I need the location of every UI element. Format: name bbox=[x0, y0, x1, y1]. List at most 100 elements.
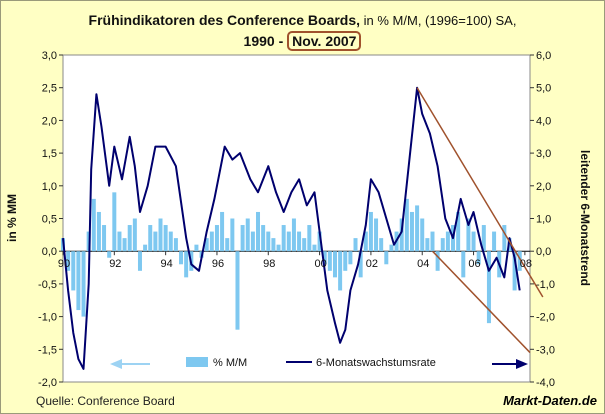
y-tick-label: 0,0 bbox=[42, 246, 57, 258]
bar bbox=[127, 225, 132, 252]
bar bbox=[291, 218, 296, 252]
y-ticks-left: 3,0 2,5 2,0 1,5 1,0 0,5 0,0 -0,5 -1,0 -1,5 -2,0 bbox=[38, 50, 63, 389]
bar bbox=[76, 251, 81, 311]
x-tick-label: 92 bbox=[109, 258, 121, 270]
x-tick-label: 94 bbox=[161, 258, 173, 270]
bar bbox=[420, 218, 425, 252]
bar bbox=[492, 231, 497, 252]
legend-bar-label: % M/M bbox=[213, 357, 247, 369]
bar bbox=[435, 251, 440, 271]
bar bbox=[112, 192, 117, 252]
y-tick-label: -2,0 bbox=[38, 377, 57, 389]
title-highlight: Nov. 2007 bbox=[287, 31, 362, 51]
bar bbox=[466, 218, 471, 252]
bar bbox=[327, 251, 332, 271]
bar bbox=[179, 251, 184, 265]
y2-tick-label: -2,0 bbox=[536, 312, 555, 324]
bar bbox=[225, 238, 230, 252]
y2-tick-label: 5,0 bbox=[536, 83, 551, 95]
bar bbox=[256, 211, 261, 252]
x-tick-label: 08 bbox=[520, 258, 532, 270]
x-tick-label: 00 bbox=[314, 258, 326, 270]
bar bbox=[220, 211, 225, 252]
bar bbox=[440, 238, 445, 252]
y-axis-label: in % MM bbox=[5, 194, 19, 242]
bar bbox=[343, 251, 348, 271]
bar bbox=[66, 251, 71, 271]
bar bbox=[117, 231, 122, 252]
bar bbox=[430, 231, 435, 252]
bar bbox=[71, 251, 76, 291]
y-tick-label: 1,5 bbox=[42, 148, 57, 160]
bar bbox=[312, 244, 317, 252]
y2-tick-label: -1,0 bbox=[536, 279, 555, 291]
bar bbox=[230, 218, 235, 252]
bar bbox=[209, 231, 214, 252]
bar bbox=[363, 231, 368, 252]
bar bbox=[445, 231, 450, 252]
x-tick-label: 98 bbox=[263, 258, 275, 270]
title-line2: 1990 - bbox=[243, 33, 288, 49]
y2-tick-label: 0,0 bbox=[536, 246, 551, 258]
chart-title: Frühindikatoren des Conference Boards, i… bbox=[0, 10, 605, 52]
bar bbox=[399, 218, 404, 252]
x-tick-label: 06 bbox=[468, 258, 480, 270]
y-tick-label: -0,5 bbox=[38, 279, 57, 291]
bar bbox=[338, 251, 343, 291]
bar bbox=[148, 225, 153, 252]
y2-tick-label: 3,0 bbox=[536, 148, 551, 160]
bar bbox=[250, 231, 255, 252]
bar bbox=[261, 225, 266, 252]
y-tick-label: -1,0 bbox=[38, 312, 57, 324]
bar bbox=[240, 225, 245, 252]
bar bbox=[409, 211, 414, 252]
bar bbox=[214, 225, 219, 252]
bar bbox=[425, 238, 430, 252]
bar bbox=[281, 225, 286, 252]
bar bbox=[486, 251, 491, 324]
bar bbox=[204, 238, 209, 252]
bar bbox=[168, 231, 173, 252]
title-rest: in % M/M, (1996=100) SA, bbox=[360, 13, 517, 28]
legend-line-label: 6-Monatswachstumsrate bbox=[316, 357, 436, 369]
bar bbox=[348, 251, 353, 265]
bar bbox=[173, 238, 178, 252]
y-tick-label: 3,0 bbox=[42, 50, 57, 62]
bar bbox=[502, 225, 507, 252]
bar bbox=[266, 231, 271, 252]
title-bold: Frühindikatoren des Conference Boards, bbox=[88, 12, 361, 28]
legend: % M/M 6-Monatswachstumsrate bbox=[110, 357, 528, 369]
y-ticks-right: 6,0 5,0 4,0 3,0 2,0 1,0 0,0 -1,0 -2,0 -3,0 -4,0 bbox=[530, 50, 555, 389]
bar bbox=[276, 244, 281, 252]
bar bbox=[415, 205, 420, 252]
bar bbox=[476, 251, 481, 265]
source-note: Quelle: Conference Board bbox=[36, 394, 175, 408]
y2-tick-label: -4,0 bbox=[536, 377, 555, 389]
bar bbox=[404, 198, 409, 252]
bar bbox=[194, 244, 199, 252]
y2-tick-label: 2,0 bbox=[536, 181, 551, 193]
x-ticks: 90 92 94 96 98 00 02 04 06 08 bbox=[58, 251, 532, 270]
bar bbox=[358, 251, 363, 278]
brand-logo: Markt-Daten.de bbox=[503, 393, 597, 408]
bar bbox=[317, 231, 322, 252]
y2-tick-label: 4,0 bbox=[536, 115, 551, 127]
bar bbox=[235, 251, 240, 330]
bar bbox=[379, 238, 384, 252]
trend-layer bbox=[416, 87, 544, 354]
bar bbox=[332, 251, 337, 278]
bar bbox=[517, 251, 522, 271]
bar bbox=[137, 251, 142, 271]
bar bbox=[122, 238, 127, 252]
bar bbox=[297, 231, 302, 252]
legend-arrow-left-head bbox=[110, 359, 122, 369]
bar bbox=[271, 238, 276, 252]
bar bbox=[374, 218, 379, 252]
bar bbox=[302, 238, 307, 252]
bar bbox=[184, 251, 189, 278]
bar bbox=[91, 198, 96, 252]
y-tick-label: 2,0 bbox=[42, 115, 57, 127]
bar bbox=[456, 211, 461, 252]
bar bbox=[322, 251, 327, 265]
